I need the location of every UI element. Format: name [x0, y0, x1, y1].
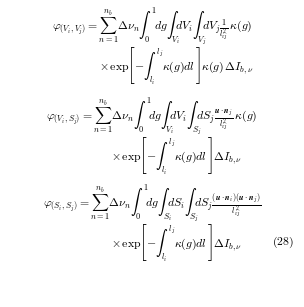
Text: $\varphi_{(V_i,V_j)} = \sum_{n=1}^{n_b} \Delta\nu_n \int_0^1\! dg\int_{V_i}\!\! : $\varphi_{(V_i,V_j)} = \sum_{n=1}^{n_b} … — [52, 6, 252, 47]
Text: $\varphi_{(V_i,S_j)} = \sum_{n=1}^{n_b} \Delta\nu_n \int_0^1\! dg\int_{V_i}\!\! : $\varphi_{(V_i,S_j)} = \sum_{n=1}^{n_b} … — [46, 96, 258, 137]
Text: $\times\, \exp\!\left[-\int_{l_i}^{l_j} \kappa(g)dl\,\right]\kappa(g)\,\Delta I_: $\times\, \exp\!\left[-\int_{l_i}^{l_j} … — [99, 45, 253, 86]
Text: $\varphi_{(S_i,S_j)} = \sum_{n=1}^{n_b} \Delta\nu_n \int_0^1\! dg\int_{S_i}\!\! : $\varphi_{(S_i,S_j)} = \sum_{n=1}^{n_b} … — [43, 183, 261, 224]
Text: $\times\, \exp\!\left[-\int_{l_i}^{l_j} \kappa(g)dl\,\right]\Delta I_{b,\nu}$: $\times\, \exp\!\left[-\int_{l_i}^{l_j} … — [111, 222, 242, 263]
Text: $\times\, \exp\!\left[-\int_{l_i}^{l_j} \kappa(g)dl\,\right]\Delta I_{b,\nu}$: $\times\, \exp\!\left[-\int_{l_i}^{l_j} … — [111, 135, 242, 176]
Text: $(28)$: $(28)$ — [272, 235, 294, 250]
